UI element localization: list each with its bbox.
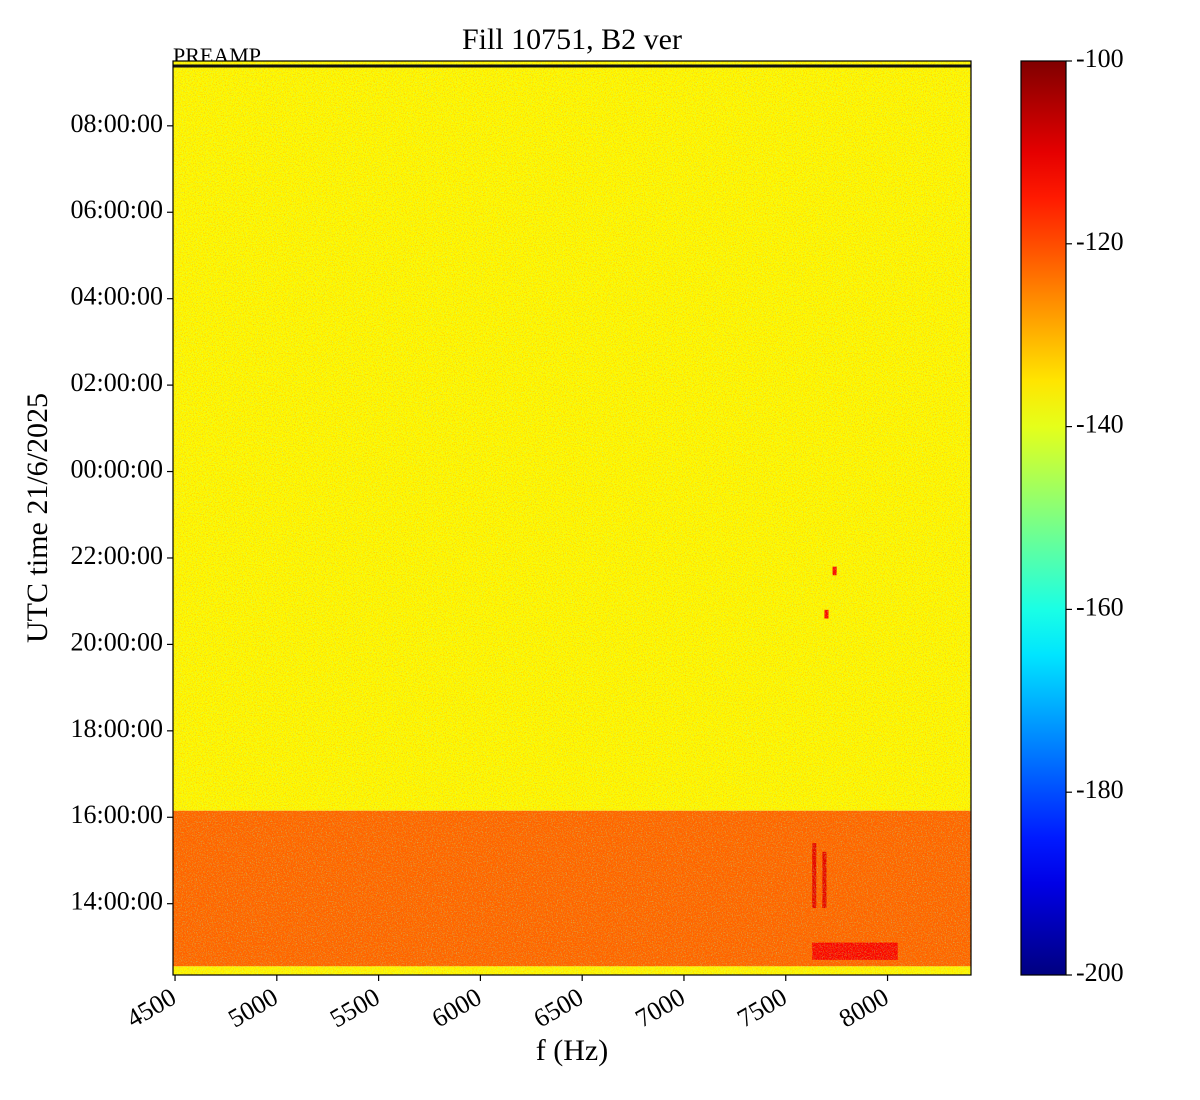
y-tick-label: 20:00:00	[71, 627, 163, 656]
colorbar	[1020, 60, 1067, 976]
x-tick-label: 4500	[121, 982, 181, 1033]
x-tick-label: 5500	[325, 982, 385, 1033]
colorbar-tick-label: -100	[1076, 44, 1124, 73]
y-axis-label: UTC time 21/6/2025	[21, 393, 54, 643]
chart-title: Fill 10751, B2 ver	[462, 23, 682, 56]
plot-frame	[172, 60, 972, 976]
colorbar-tick-label: -140	[1076, 410, 1124, 439]
y-tick-label: 08:00:00	[71, 109, 163, 138]
y-tick-label: 14:00:00	[71, 887, 163, 916]
y-tick-label: 02:00:00	[71, 368, 163, 397]
texture	[173, 61, 971, 975]
x-tick-label: 7500	[732, 982, 792, 1033]
y-tick-label: 18:00:00	[71, 714, 163, 743]
y-tick-label: 06:00:00	[71, 195, 163, 224]
colorbar-tick-label: -120	[1076, 227, 1124, 256]
y-tick-label: 00:00:00	[71, 455, 163, 484]
x-tick-label: 6500	[529, 982, 589, 1033]
x-axis-label: f (Hz)	[536, 1034, 608, 1067]
colorbar-tick-label: -180	[1076, 775, 1124, 804]
x-tick-label: 7000	[630, 982, 690, 1033]
x-tick-label: 8000	[834, 982, 894, 1033]
x-tick-label: 6000	[427, 982, 487, 1033]
y-tick-label: 22:00:00	[71, 541, 163, 570]
y-tick-label: 16:00:00	[71, 800, 163, 829]
x-tick-label: 5000	[223, 982, 283, 1033]
colorbar-tick-label: -160	[1076, 592, 1124, 621]
colorbar-tick-label: -200	[1076, 958, 1124, 987]
y-tick-label: 04:00:00	[71, 282, 163, 311]
